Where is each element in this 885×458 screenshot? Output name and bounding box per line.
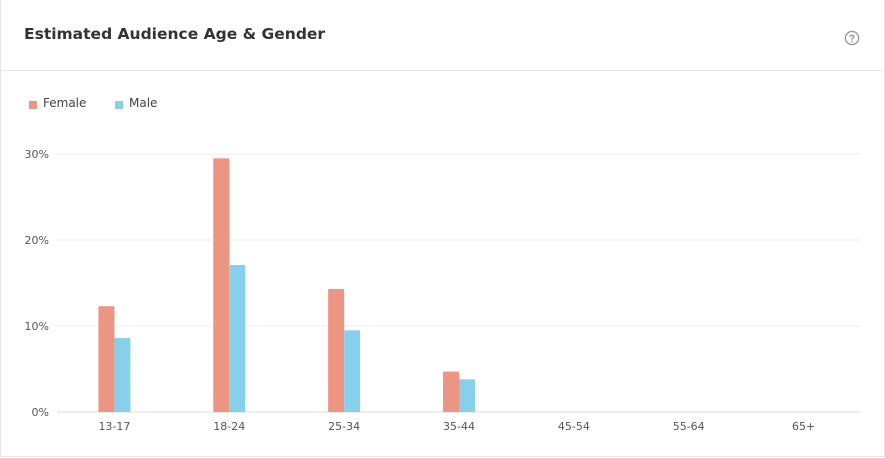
card-title: Estimated Audience Age & Gender xyxy=(24,25,326,43)
legend-label-female: Female xyxy=(43,96,87,110)
bar-male xyxy=(459,379,475,412)
x-tick-label: 18-24 xyxy=(213,420,245,433)
bar-female xyxy=(98,306,115,412)
legend-swatch-female xyxy=(29,101,37,109)
x-tick-label: 25-34 xyxy=(328,420,360,433)
x-tick-label: 45-54 xyxy=(558,420,590,433)
y-tick-label: 10% xyxy=(25,320,49,333)
x-tick-label: 55-64 xyxy=(673,420,705,433)
bar-male xyxy=(114,338,131,412)
bar-female xyxy=(328,289,345,412)
legend-label-male: Male xyxy=(129,96,158,110)
y-tick-label: 0% xyxy=(32,406,49,419)
y-tick-label: 30% xyxy=(25,148,49,161)
legend-swatch-male xyxy=(115,101,123,109)
bar-male xyxy=(344,330,361,412)
bar-female xyxy=(443,371,459,412)
x-tick-label: 65+ xyxy=(792,420,815,433)
bar-female xyxy=(213,158,230,412)
x-tick-label: 13-17 xyxy=(98,420,130,433)
card-header: Estimated Audience Age & Gender xyxy=(1,0,884,71)
bar-male xyxy=(229,264,246,412)
question-circle-icon[interactable] xyxy=(844,30,860,46)
x-tick-label: 35-44 xyxy=(443,420,475,433)
y-tick-label: 20% xyxy=(25,234,49,247)
